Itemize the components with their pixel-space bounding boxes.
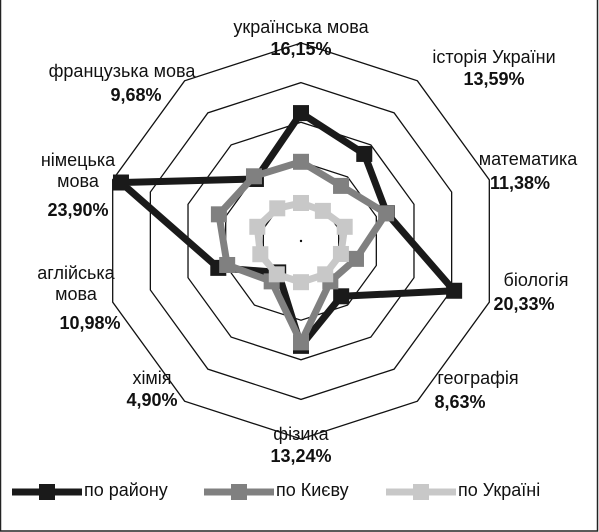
category-label: українська мова bbox=[233, 17, 369, 37]
marker bbox=[293, 105, 309, 122]
marker bbox=[293, 194, 309, 211]
data-label: 9,68% bbox=[110, 85, 162, 105]
marker bbox=[219, 256, 236, 273]
marker bbox=[347, 250, 364, 267]
category-label: історія України bbox=[432, 47, 556, 67]
category-label: хімія bbox=[132, 368, 172, 388]
marker bbox=[356, 145, 373, 162]
category-label: біологія bbox=[503, 270, 569, 290]
category-label: німецька мова bbox=[40, 150, 116, 191]
data-label: 16,15% bbox=[270, 39, 332, 59]
data-label: 10,98% bbox=[59, 313, 121, 333]
marker bbox=[210, 206, 227, 223]
category-label: географія bbox=[437, 368, 519, 388]
marker bbox=[317, 266, 334, 283]
data-label: 23,90% bbox=[47, 200, 109, 220]
legend-marker bbox=[231, 484, 247, 500]
marker bbox=[293, 153, 309, 170]
legend-label: по Україні bbox=[458, 480, 541, 500]
marker bbox=[333, 288, 350, 305]
marker bbox=[252, 246, 269, 263]
data-label: 8,63% bbox=[434, 392, 486, 412]
marker bbox=[333, 177, 350, 194]
marker bbox=[332, 245, 349, 262]
data-label: 20,33% bbox=[493, 294, 555, 314]
marker bbox=[268, 266, 285, 283]
marker bbox=[269, 200, 286, 217]
marker bbox=[378, 205, 395, 222]
data-label: 13,59% bbox=[463, 69, 525, 89]
category-label: аглійська мова bbox=[37, 263, 115, 304]
marker bbox=[446, 282, 463, 299]
data-label: 13,24% bbox=[270, 446, 332, 466]
category-label: фізика bbox=[273, 424, 329, 444]
marker bbox=[314, 202, 331, 219]
marker bbox=[336, 218, 353, 235]
legend-label: по району bbox=[84, 480, 168, 500]
marker bbox=[112, 174, 129, 191]
marker bbox=[249, 218, 266, 235]
category-label: математика bbox=[478, 149, 578, 169]
marker bbox=[245, 168, 262, 185]
center-dot bbox=[299, 239, 303, 243]
legend-marker bbox=[413, 484, 429, 500]
data-label: 11,38% bbox=[489, 173, 551, 193]
data-label: 4,90% bbox=[126, 390, 178, 410]
marker bbox=[293, 334, 309, 351]
legend-label: по Києву bbox=[276, 480, 349, 500]
legend-marker bbox=[39, 484, 55, 500]
grid-ring bbox=[149, 81, 453, 401]
grid-ring bbox=[187, 121, 415, 361]
marker bbox=[293, 274, 309, 291]
grid-ring bbox=[112, 42, 490, 440]
category-label: французька мова bbox=[48, 61, 196, 81]
